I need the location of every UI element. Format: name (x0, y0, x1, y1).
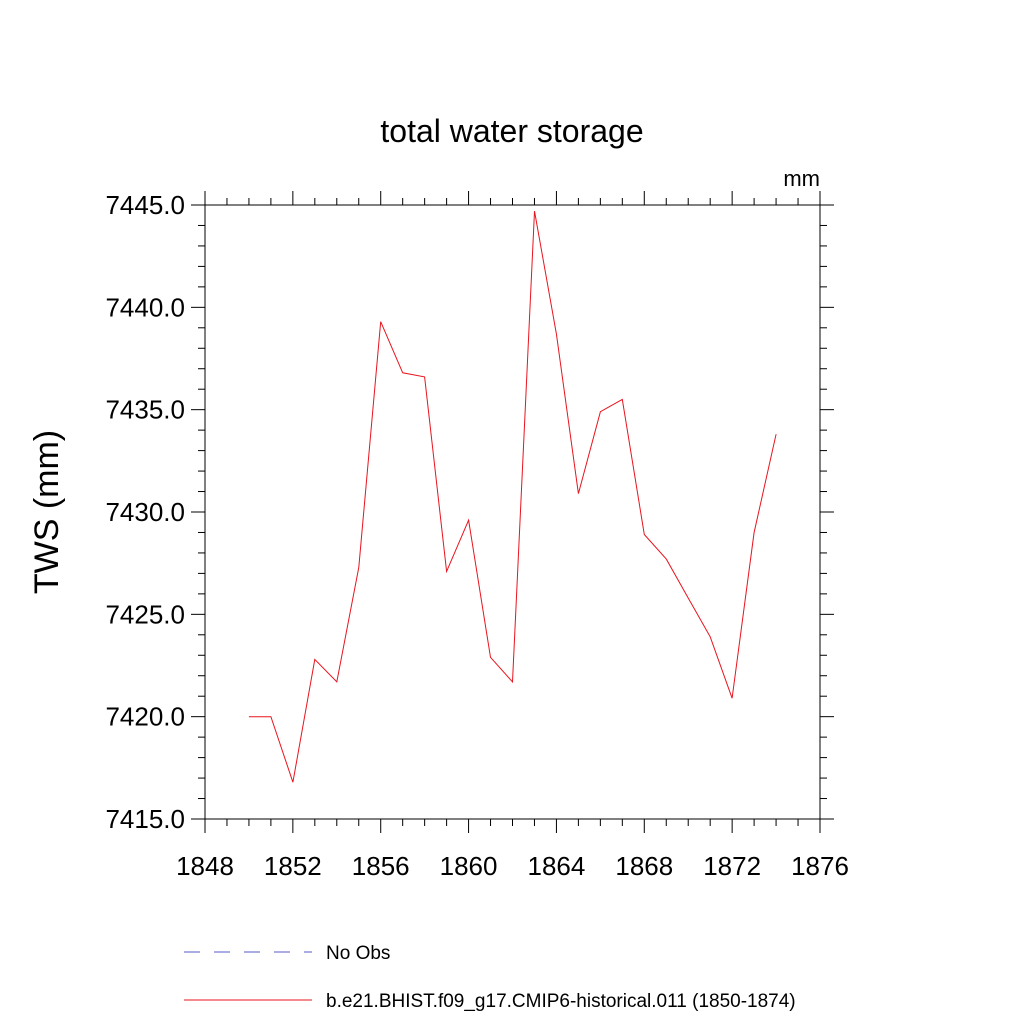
y-axis-ticks: 7415.0 7420.0 7425.0 7430.0 7435.0 7440.0 7445… (105, 190, 834, 834)
legend: No Obs b.e21.BHIST.f09_g17.CMIP6-historic… (184, 943, 796, 1012)
chart-title: total water storage (380, 113, 643, 149)
plot-frame (204, 204, 821, 820)
series-layer (248, 211, 777, 783)
x-tick-label: 1868 (615, 851, 673, 881)
x-axis-ticks: 1848 1852 1856 1860 1864 1868 1872 1876 (176, 191, 849, 881)
y-axis-label: TWS (mm) (28, 430, 66, 594)
y-tick-label: 7415.0 (105, 804, 185, 834)
y-tick-label: 7420.0 (105, 702, 185, 732)
x-tick-label: 1856 (352, 851, 410, 881)
units-label: mm (783, 166, 820, 191)
series-line (248, 211, 777, 783)
legend-label: No Obs (326, 943, 390, 964)
x-tick-label: 1860 (440, 851, 498, 881)
x-tick-label: 1848 (176, 851, 234, 881)
x-tick-label: 1876 (791, 851, 849, 881)
legend-label: b.e21.BHIST.f09_g17.CMIP6-historical.011… (326, 991, 796, 1012)
y-tick-label: 7445.0 (105, 190, 185, 220)
x-tick-label: 1872 (703, 851, 761, 881)
y-tick-label: 7440.0 (105, 292, 185, 322)
x-tick-label: 1864 (528, 851, 586, 881)
y-tick-label: 7435.0 (105, 395, 185, 425)
y-tick-label: 7430.0 (105, 497, 185, 527)
y-tick-label: 7425.0 (105, 599, 185, 629)
x-tick-label: 1852 (264, 851, 322, 881)
